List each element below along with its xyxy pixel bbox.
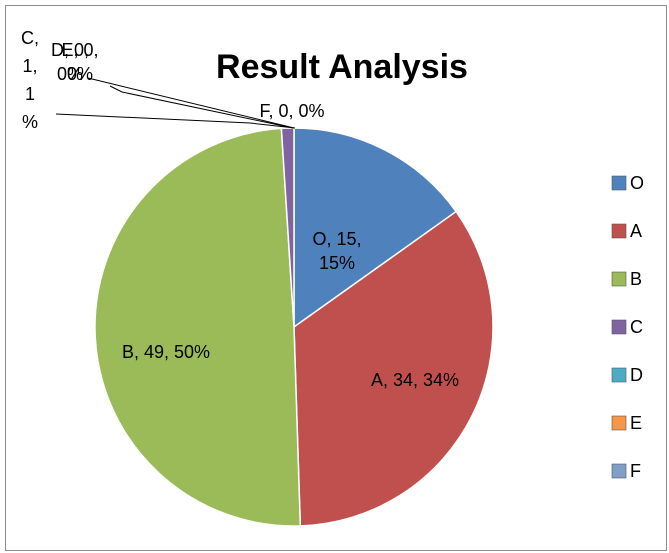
data-label-b: B, 49, 50% — [122, 342, 210, 362]
legend-label-a: A — [630, 221, 642, 241]
leader-line-c — [55, 113, 296, 129]
legend-swatch-f — [611, 463, 627, 479]
legend-label-e: E — [630, 413, 642, 433]
data-label-c: C, 1, 1% — [21, 28, 39, 132]
legend-swatch-o — [611, 175, 627, 191]
legend-label-f: F — [630, 461, 641, 481]
leader-line-e — [109, 85, 294, 129]
legend-label-d: D — [630, 365, 643, 385]
legend-label-b: B — [630, 269, 642, 289]
data-labels: O, 15, 15% A, 34, 34% B, 49, 50% C, 1, 1 % D, 0,… — [21, 28, 459, 390]
pie-slices — [94, 127, 494, 527]
legend-label-o: O — [630, 173, 644, 193]
legend-swatch-c — [611, 319, 627, 335]
leader-line-d — [87, 77, 295, 129]
data-label-f: F, 0, 0% — [259, 101, 324, 121]
data-label-d: D, 0, 0% — [51, 40, 89, 84]
legend-swatch-b — [611, 271, 627, 287]
legend: O A B C D E F — [611, 173, 644, 481]
data-label-a: A, 34, 34% — [371, 370, 459, 390]
pie-slice-a — [293, 210, 494, 527]
pie-slice-b — [94, 127, 302, 527]
chart-title: Result Analysis — [216, 48, 468, 86]
legend-swatch-e — [611, 415, 627, 431]
pie-slice-o — [293, 127, 458, 329]
legend-swatch-d — [611, 367, 627, 383]
data-label-o: O, 15, 15% — [312, 229, 361, 273]
legend-swatch-a — [611, 223, 627, 239]
leader-lines — [55, 77, 296, 129]
data-label-e: E, 0, 0% — [61, 40, 98, 84]
legend-label-c: C — [630, 317, 643, 337]
